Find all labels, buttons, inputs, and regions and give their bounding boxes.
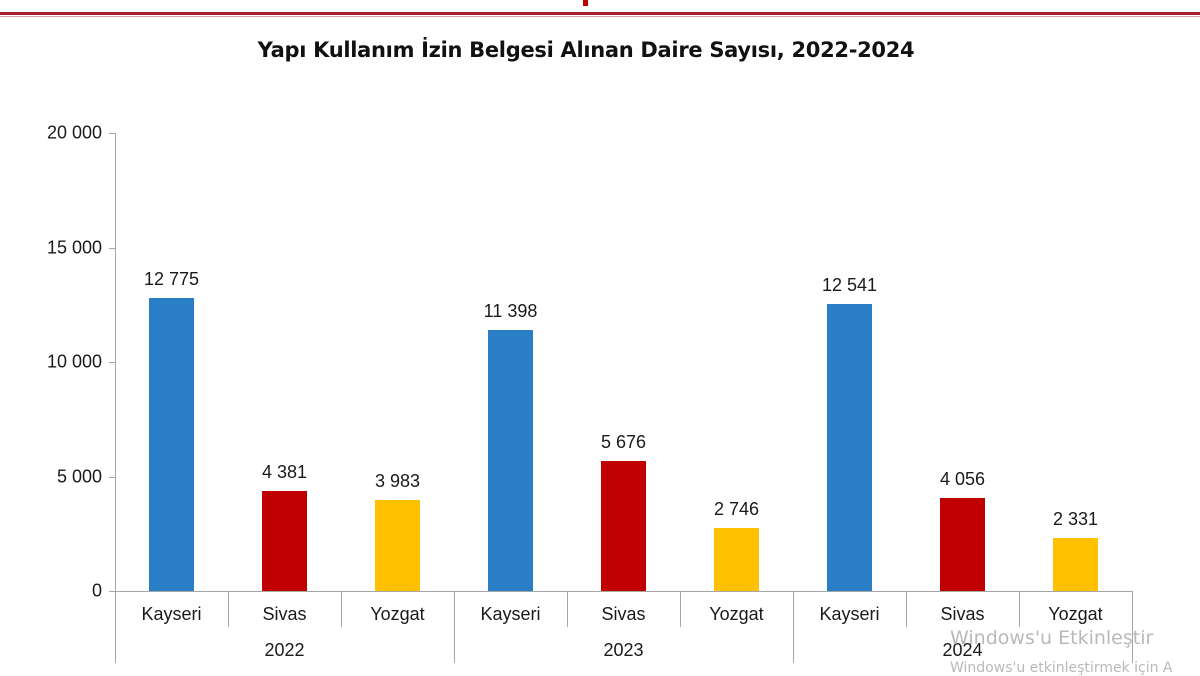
- bar-kayseri-2022: [149, 298, 194, 591]
- header-rule: [0, 12, 1200, 15]
- y-axis: [115, 133, 116, 591]
- category-label: Yozgat: [1048, 604, 1103, 624]
- group-separator: [454, 591, 455, 663]
- category-label: Yozgat: [370, 604, 425, 624]
- category-label: Yozgat: [709, 604, 764, 624]
- data-label: 2 331: [1052, 508, 1099, 529]
- windows-activation-watermark: Windows'u Etkinleştir: [950, 627, 1154, 649]
- category-label: Sivas: [262, 604, 307, 624]
- header-accent: [583, 0, 588, 6]
- group-separator: [115, 591, 116, 663]
- chart-title: Yapı Kullanım İzin Belgesi Alınan Daire …: [257, 38, 915, 62]
- group-label: 2024: [942, 640, 983, 660]
- data-label: 11 398: [483, 300, 538, 321]
- header-rule-thin: [0, 16, 1200, 17]
- category-separator: [906, 591, 907, 627]
- data-label: 3 983: [374, 470, 421, 491]
- x-axis: [115, 591, 1132, 592]
- data-label: 12 775: [143, 269, 200, 290]
- bar-yozgat-2024: [1053, 537, 1098, 591]
- group-separator: [1132, 591, 1133, 663]
- y-tick: [109, 362, 115, 363]
- category-label: Sivas: [601, 604, 646, 624]
- y-tick-label: 10 000: [46, 351, 102, 372]
- data-label: 4 056: [939, 469, 986, 490]
- data-label: 2 746: [713, 499, 760, 520]
- bar-yozgat-2023: [714, 528, 759, 591]
- bar-sivas-2023: [601, 461, 646, 591]
- group-label: 2023: [603, 640, 644, 660]
- windows-activation-subtext: Windows'u etkinleştirmek için A: [950, 660, 1173, 676]
- data-label: 4 381: [261, 461, 308, 482]
- bar-kayseri-2023: [488, 329, 533, 591]
- bar-sivas-2022: [262, 490, 307, 591]
- y-tick-label: 15 000: [46, 237, 102, 257]
- category-separator: [567, 591, 568, 627]
- category-label: Kayseri: [480, 604, 541, 624]
- category-label: Kayseri: [141, 604, 202, 624]
- category-label: Sivas: [940, 604, 985, 624]
- category-label: Kayseri: [819, 604, 880, 624]
- y-tick-label: 0: [91, 580, 102, 601]
- y-tick: [109, 591, 115, 592]
- bar-sivas-2024: [940, 498, 985, 591]
- y-tick: [109, 247, 115, 249]
- group-separator: [793, 591, 794, 663]
- category-separator: [341, 591, 342, 627]
- y-tick-label: 20 000: [46, 122, 102, 143]
- y-tick-label: 5 000: [56, 466, 102, 486]
- bar-kayseri-2024: [827, 303, 872, 591]
- y-tick: [109, 476, 115, 478]
- category-separator: [228, 591, 229, 627]
- y-tick: [109, 133, 115, 134]
- category-separator: [680, 591, 681, 627]
- bar-yozgat-2022: [375, 499, 420, 591]
- data-label: 12 541: [821, 274, 878, 295]
- data-label: 5 676: [600, 432, 647, 453]
- group-label: 2022: [264, 640, 305, 660]
- category-separator: [1019, 591, 1020, 627]
